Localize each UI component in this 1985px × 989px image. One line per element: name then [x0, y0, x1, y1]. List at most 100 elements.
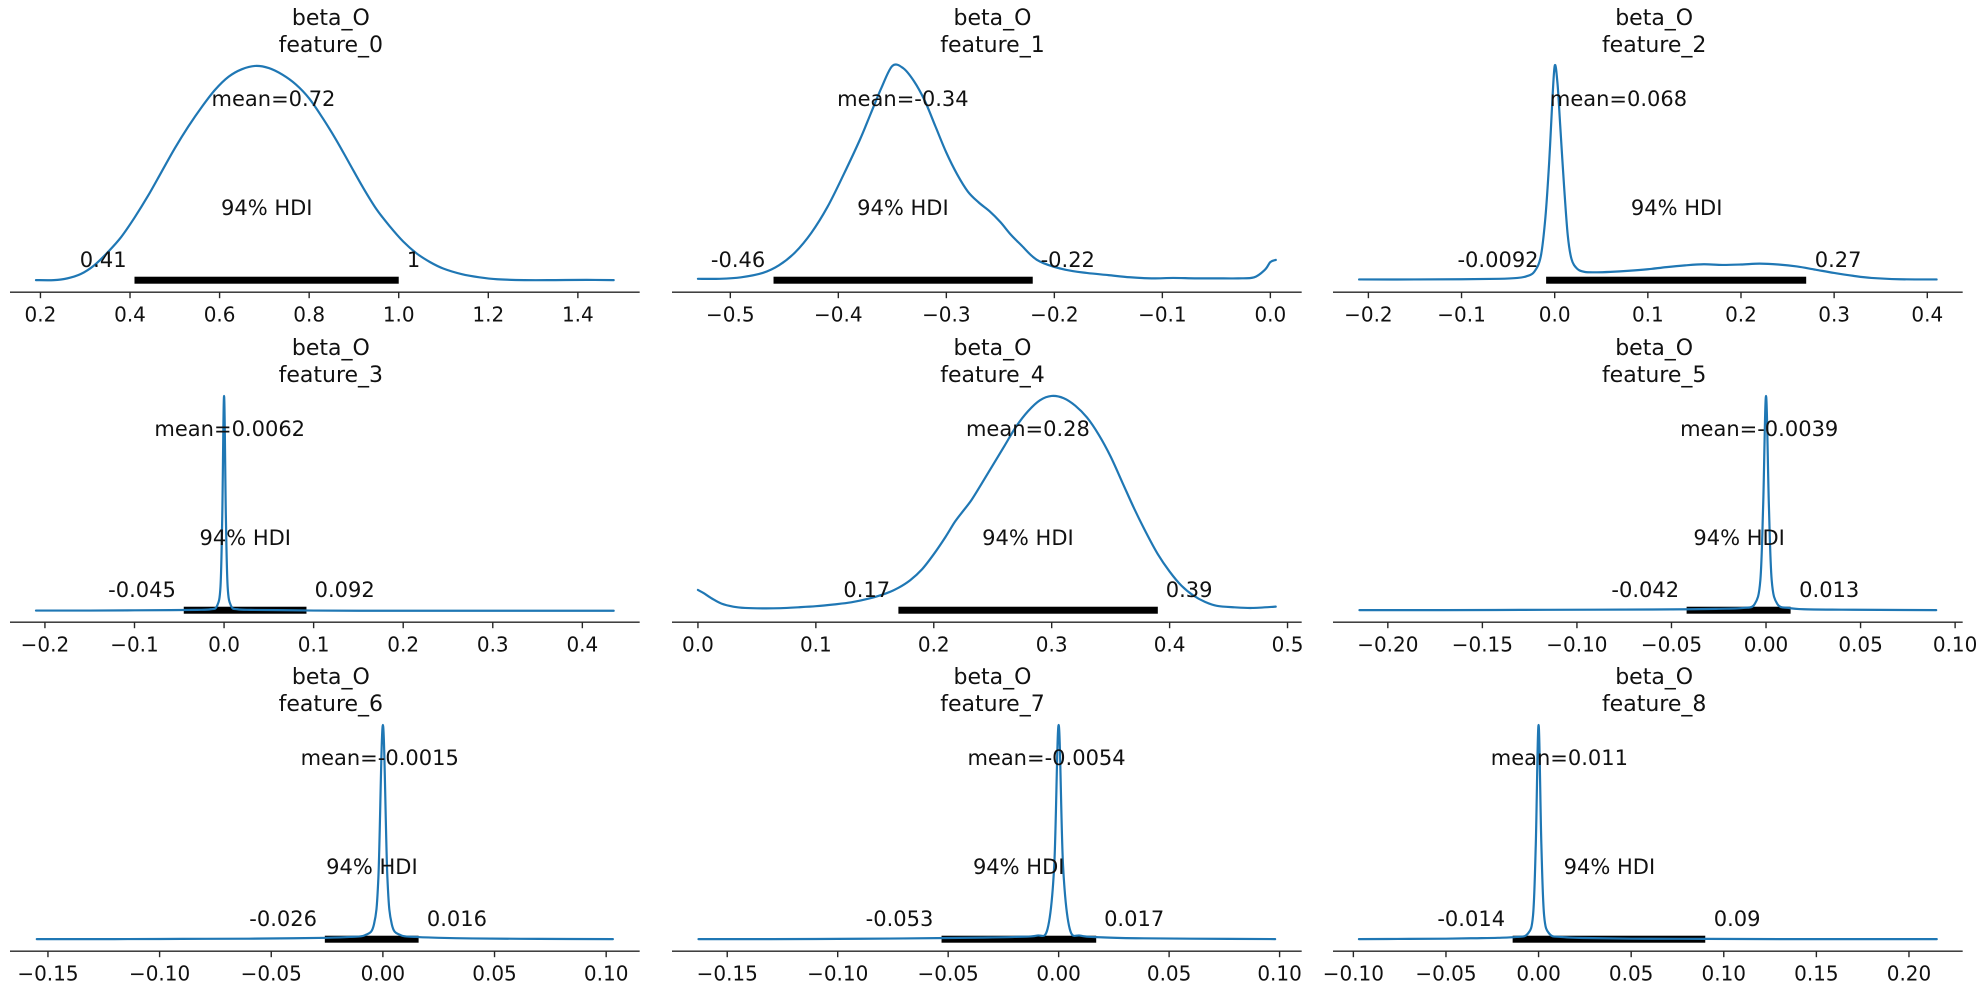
hdi-bar: [1546, 276, 1807, 284]
x-tick-label: 1.2: [472, 303, 504, 327]
x-tick-label: 0.00: [1517, 962, 1561, 986]
title-varname: beta_O: [1615, 6, 1694, 31]
hdi-label: 94% HDI: [1563, 855, 1656, 880]
hdi-upper-bound: -0.22: [1040, 248, 1095, 272]
x-tick-label: −0.05: [917, 962, 978, 986]
subplot-feature_4: beta_O feature_4 0.0 0.1 0.2 0.3 0.4 0.5 mean…: [662, 330, 1324, 660]
x-tick-label: 0.00: [361, 962, 405, 986]
subplot-title: beta_O feature_5: [1323, 335, 1985, 389]
hdi-label: 94% HDI: [1630, 196, 1723, 220]
subplot-title: beta_O feature_8: [1323, 664, 1985, 718]
kde-curve: [34, 394, 615, 612]
x-tick-label: 0.10: [584, 962, 628, 986]
hdi-label: 94% HDI: [982, 525, 1074, 550]
hdi-lower-bound: -0.0092: [1457, 248, 1539, 272]
hdi-label: 94% HDI: [1693, 525, 1785, 550]
x-axis-ticks: −0.2 −0.1 0.0 0.1 0.2 0.3 0.4: [21, 621, 598, 656]
hdi-upper-bound: 0.09: [1713, 907, 1761, 932]
subplot-title: beta_O feature_2: [1323, 5, 1985, 59]
x-tick-label: −0.15: [17, 962, 78, 986]
hdi-upper-bound: 0.092: [314, 577, 375, 602]
x-tick-label: −0.2: [1344, 303, 1393, 327]
subplot-title: beta_O feature_6: [0, 664, 662, 718]
subplot-title: beta_O feature_3: [0, 335, 662, 389]
x-tick-label: 0.2: [25, 303, 57, 327]
x-tick-label: 0.1: [298, 632, 330, 656]
x-tick-label: 0.05: [1147, 962, 1191, 986]
x-tick-label: −0.1: [110, 632, 159, 656]
kde-curve: [1358, 724, 1939, 941]
title-feature: feature_7: [940, 692, 1045, 718]
x-tick-label: −0.1: [1138, 303, 1187, 327]
x-tick-label: −0.10: [1547, 632, 1608, 656]
x-tick-label: 0.00: [1744, 632, 1788, 656]
x-tick-label: 0.1: [1632, 303, 1664, 327]
x-tick-label: 1.4: [562, 303, 594, 327]
hdi-lower-bound: -0.46: [710, 248, 766, 272]
title-feature: feature_1: [940, 33, 1045, 58]
hdi-lower-bound: -0.042: [1611, 577, 1680, 602]
x-axis-ticks: −0.10 −0.05 0.00 0.05 0.10 0.15 0.20: [1323, 951, 1932, 986]
hdi-label: 94% HDI: [326, 855, 418, 880]
kde-curve: [35, 724, 614, 941]
hdi-bar: [898, 606, 1158, 614]
title-feature: feature_0: [278, 33, 384, 58]
x-tick-label: 0.2: [1725, 303, 1757, 327]
subplot-feature_0: beta_O feature_0 0.2 0.4 0.6 0.8 1.0 1.2 1.4 m…: [0, 0, 662, 330]
kde-curve: [696, 63, 1277, 281]
title-varname: beta_O: [291, 665, 370, 691]
x-tick-label: 0.05: [1839, 632, 1883, 656]
x-tick-label: −0.1: [1438, 303, 1487, 327]
x-tick-label: −0.05: [1641, 632, 1702, 656]
hdi-bar: [1686, 606, 1791, 614]
x-tick-label: 0.6: [204, 303, 236, 327]
hdi-bar: [773, 276, 1033, 284]
title-varname: beta_O: [291, 335, 370, 361]
mean-label: mean=-0.0054: [967, 746, 1126, 771]
title-feature: feature_4: [940, 362, 1045, 388]
x-tick-label: 0.20: [1887, 962, 1931, 986]
subplot-feature_3: beta_O feature_3 −0.2 −0.1 0.0 0.1 0.2 0.3 0.4…: [0, 330, 662, 660]
hdi-label: 94% HDI: [199, 525, 291, 550]
x-tick-label: 0.4: [1153, 632, 1185, 656]
subplot-title: beta_O feature_1: [662, 5, 1324, 59]
x-tick-label: −0.20: [1358, 632, 1419, 656]
x-tick-label: 0.1: [800, 632, 832, 656]
subplot-feature_2: beta_O feature_2 −0.2 −0.1 0.0 0.1 0.2 0.3 0.4…: [1323, 0, 1985, 330]
hdi-bar: [134, 276, 399, 284]
subplot-feature_1: beta_O feature_1 −0.5 −0.4 −0.3 −0.2 −0.1 0.0…: [662, 0, 1324, 330]
mean-label: mean=-0.0039: [1680, 416, 1839, 441]
hdi-upper-bound: 0.27: [1814, 248, 1862, 272]
x-tick-label: 0.0: [682, 632, 714, 656]
x-tick-label: −0.15: [696, 962, 757, 986]
x-tick-label: −0.10: [807, 962, 868, 986]
mean-label: mean=0.0062: [154, 416, 306, 441]
mean-label: mean=0.28: [965, 416, 1090, 441]
title-varname: beta_O: [1615, 335, 1694, 361]
kde-curve: [1358, 394, 1938, 611]
subplot-feature_8: beta_O feature_8 −0.10 −0.05 0.00 0.05 0.10 0…: [1323, 659, 1985, 989]
subplot-feature_5: beta_O feature_5 −0.20 −0.15 −0.10 −0.05 0.0…: [1323, 330, 1985, 660]
density-plot-svg: 0.2 0.4 0.6 0.8 1.0 1.2 1.4: [9, 64, 640, 327]
title-varname: beta_O: [1615, 665, 1694, 691]
x-tick-label: 0.05: [1609, 962, 1653, 986]
x-tick-label: 0.2: [387, 632, 419, 656]
x-tick-label: 0.0: [208, 632, 240, 656]
x-tick-label: 1.0: [383, 303, 415, 327]
x-tick-label: 0.15: [1794, 962, 1838, 986]
hdi-upper-bound: 0.017: [1104, 907, 1165, 932]
x-tick-label: 0.3: [477, 632, 509, 656]
mean-label: mean=-0.0015: [300, 746, 459, 771]
subplot-title: beta_O feature_7: [662, 664, 1324, 718]
hdi-bar: [941, 936, 1096, 944]
x-tick-label: −0.5: [706, 303, 755, 327]
x-tick-label: −0.10: [129, 962, 190, 986]
x-tick-label: 0.0: [1254, 303, 1286, 327]
density-plot-svg: −0.2 −0.1 0.0 0.1 0.2 0.3 0.4: [9, 394, 640, 656]
x-tick-label: 0.3: [1035, 632, 1067, 656]
x-tick-label: 0.4: [566, 632, 598, 656]
x-tick-label: 0.00: [1036, 962, 1080, 986]
x-axis-ticks: 0.0 0.1 0.2 0.3 0.4 0.5: [682, 621, 1303, 656]
hdi-bar: [324, 936, 419, 944]
density-plot-svg: −0.20 −0.15 −0.10 −0.05 0.00 0.05 0.10: [1333, 394, 1978, 656]
